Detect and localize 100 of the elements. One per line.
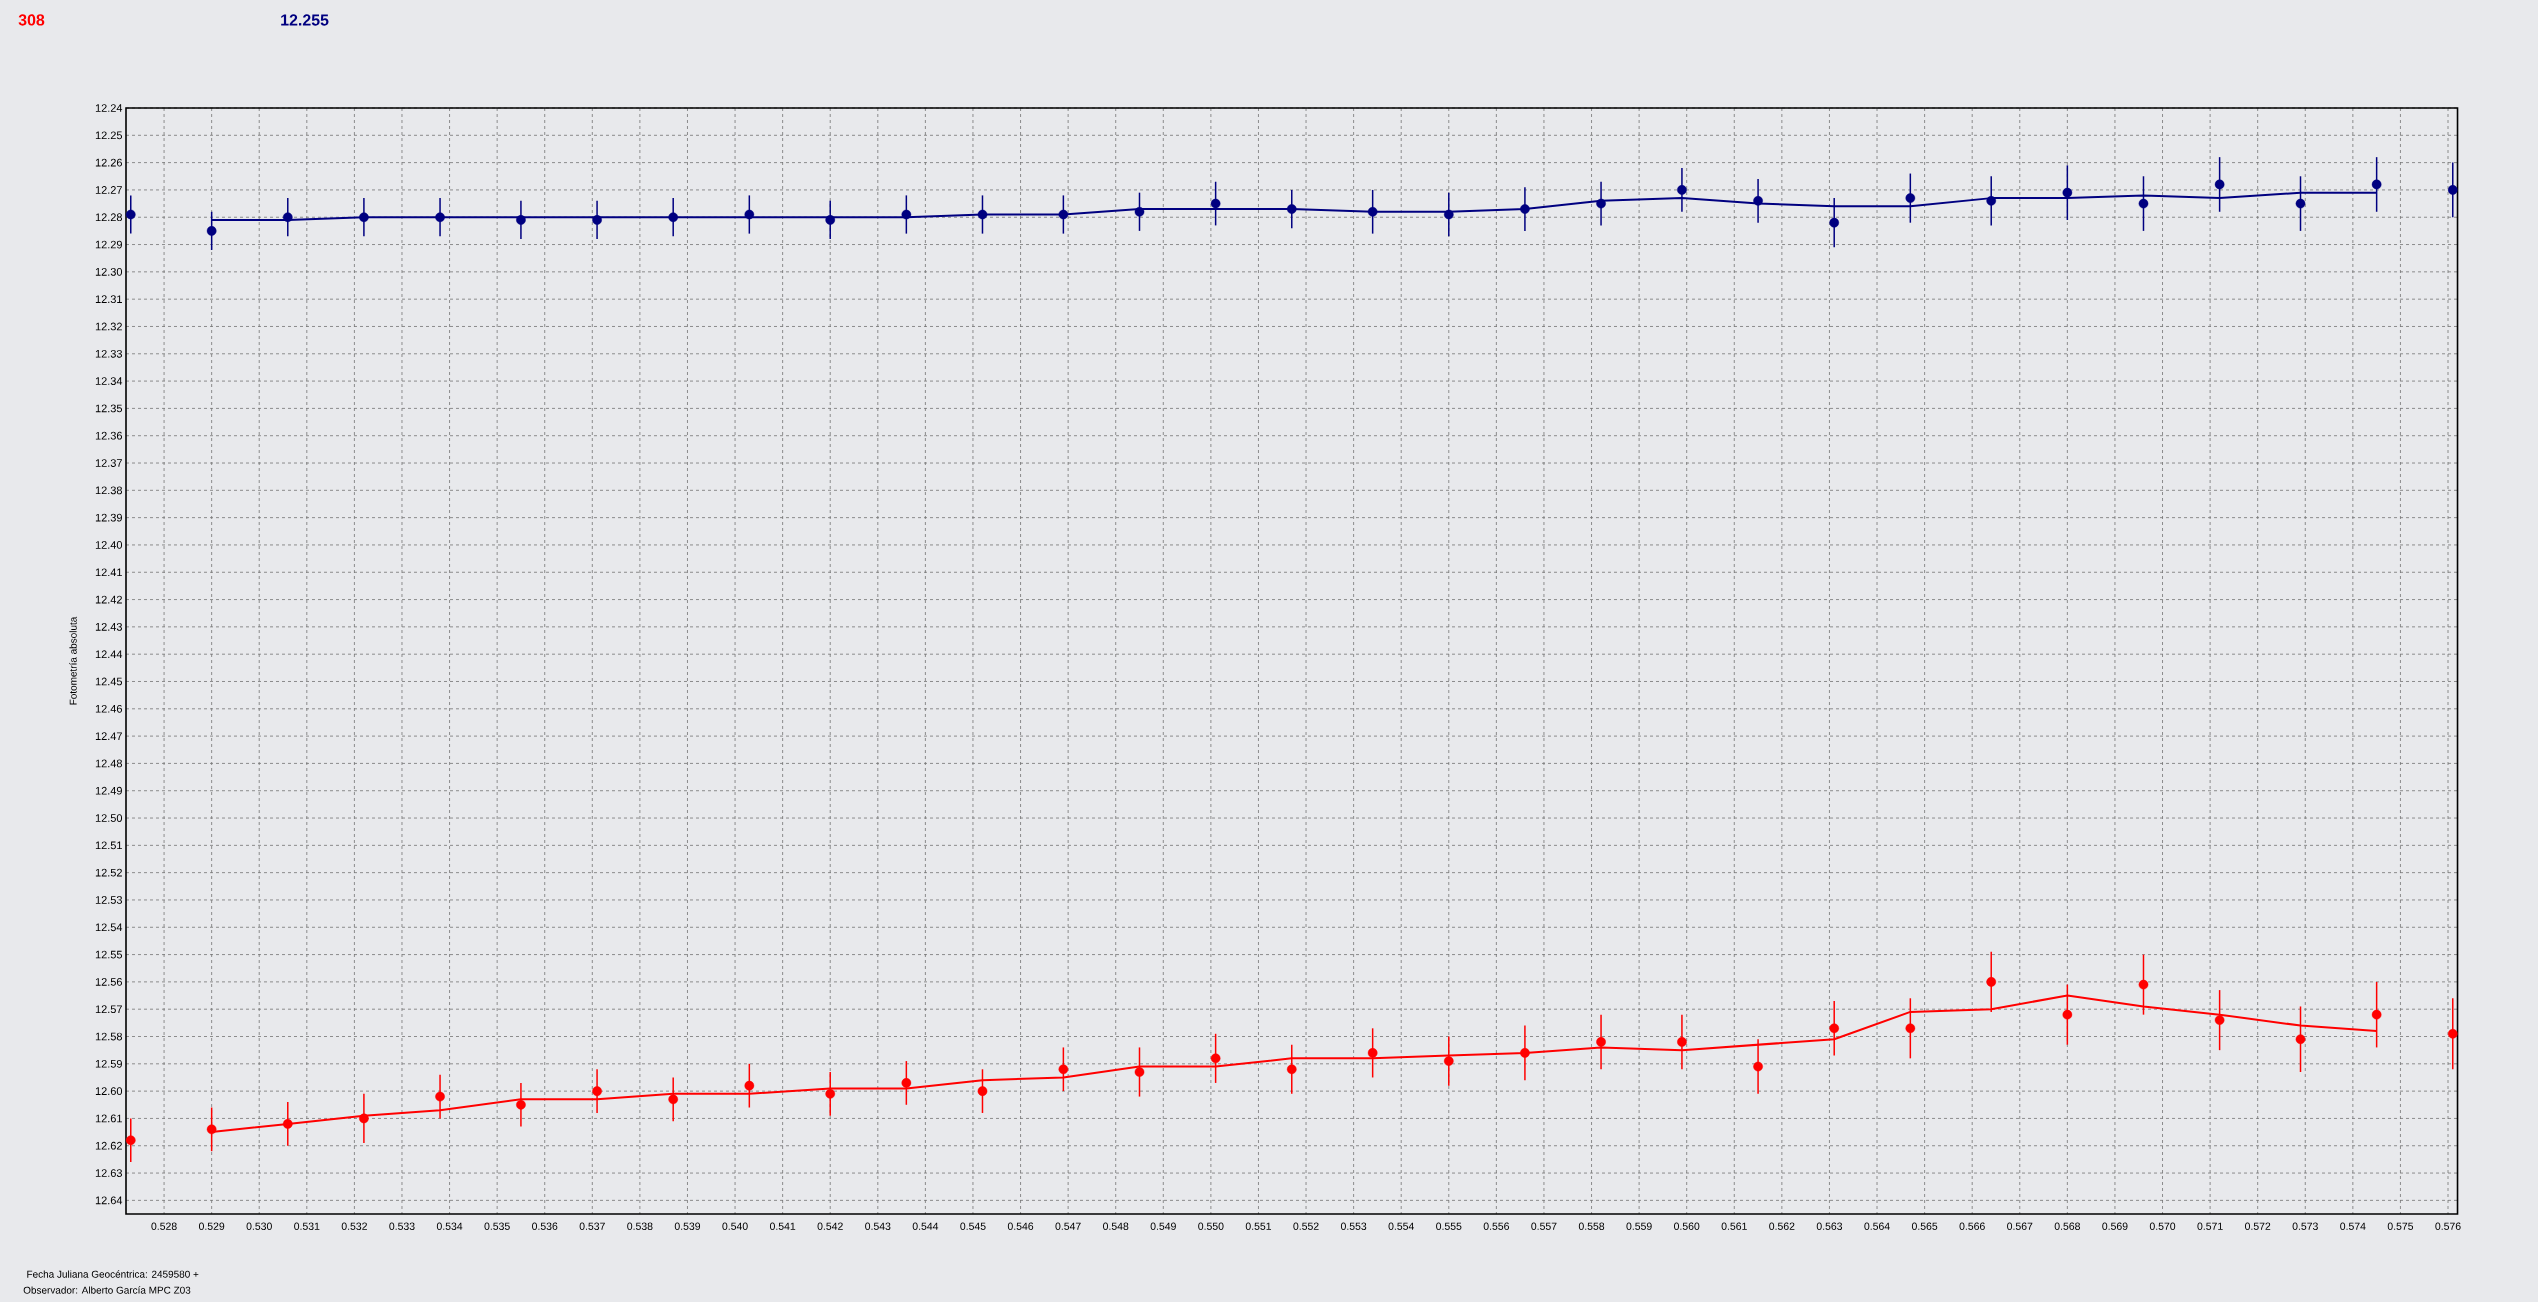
x-tick-label: 0.571 [2197, 1222, 2223, 1230]
y-tick-label: 12.57 [95, 1005, 122, 1014]
y-tick-label: 12.53 [95, 896, 122, 904]
point [2371, 1009, 2382, 1020]
point [1677, 1037, 1687, 1047]
y-tick-label: 12.43 [95, 623, 122, 631]
x-tick-label: 0.560 [1674, 1222, 1700, 1230]
point [1677, 185, 1687, 195]
x-tick-label: 0.563 [1816, 1222, 1843, 1230]
point [1443, 209, 1454, 220]
point [2295, 1034, 2306, 1045]
point [1210, 198, 1221, 209]
x-tick-label: 0.529 [198, 1222, 225, 1230]
y-tick-label: 12.36 [95, 431, 122, 440]
y-tick-label: 12.44 [95, 650, 123, 659]
x-tick-label: 0.557 [1531, 1222, 1557, 1230]
y-tick-label: 12.28 [95, 213, 122, 222]
x-tick-label: 0.541 [769, 1222, 796, 1230]
point [825, 1089, 836, 1099]
x-tick-label: 0.534 [436, 1222, 463, 1230]
point [2447, 185, 2458, 195]
y-tick-label: 12.58 [95, 1032, 122, 1041]
x-tick-label: 0.559 [1626, 1222, 1652, 1230]
point [1596, 198, 1606, 209]
point [1367, 206, 1378, 217]
y-tick-label: 12.50 [95, 814, 123, 822]
y-tick-label: 12.46 [95, 704, 122, 713]
y-tick-label: 12.47 [95, 732, 122, 740]
x-tick-label: 0.532 [341, 1222, 367, 1230]
point [516, 215, 526, 225]
x-tick-label: 0.547 [1055, 1222, 1081, 1230]
y-tick-label: 12.38 [95, 486, 122, 495]
point [125, 1135, 136, 1146]
x-tick-label: 0.565 [1911, 1222, 1938, 1230]
y-tick-label: 12.31 [95, 295, 122, 304]
point [1058, 1064, 1069, 1075]
x-tick-label: 0.537 [579, 1222, 605, 1230]
y-tick-label: 12.64 [95, 1196, 123, 1205]
x-tick-label: 0.545 [960, 1222, 986, 1230]
point [1286, 1064, 1297, 1075]
y-tick-label: 12.27 [95, 186, 122, 194]
y-tick-label: 12.60 [95, 1087, 123, 1096]
point [435, 212, 445, 223]
x-tick-label: 0.556 [1483, 1222, 1509, 1230]
point [901, 1078, 912, 1088]
x-tick-label: 0.562 [1769, 1222, 1795, 1230]
point [744, 1080, 755, 1091]
y-tick-label: 12.51 [95, 841, 122, 850]
y-tick-label: 12.62 [95, 1141, 122, 1150]
y-tick-label: 12.34 [95, 377, 123, 385]
point [516, 1099, 526, 1110]
x-tick-label: 0.553 [1340, 1222, 1367, 1230]
y-tick-label: 12.35 [95, 404, 123, 413]
y-tick-label: 12.61 [95, 1114, 122, 1123]
point [1905, 1023, 1916, 1034]
y-tick-label: 12.59 [95, 1059, 122, 1068]
x-tick-label: 0.538 [627, 1222, 653, 1230]
x-tick-label: 0.544 [912, 1222, 939, 1230]
x-tick-label: 0.528 [151, 1222, 177, 1230]
y-tick-label: 12.33 [95, 349, 122, 358]
y-tick-label: 12.63 [95, 1169, 122, 1177]
y-tick-label: 12.26 [95, 158, 122, 167]
x-tick-label: 0.536 [532, 1222, 558, 1230]
text: 12.255 [281, 14, 329, 26]
point [2062, 187, 2073, 198]
x-tick-label: 0.567 [2007, 1222, 2033, 1230]
point [668, 1094, 678, 1105]
point [2295, 198, 2306, 209]
point [825, 215, 836, 225]
point [206, 226, 217, 236]
x-tick-label: 0.549 [1150, 1222, 1176, 1230]
x-tick-label: 0.542 [817, 1222, 843, 1230]
point [1753, 196, 1763, 206]
y-tick-label: 12.25 [95, 131, 123, 140]
point [977, 1086, 988, 1096]
x-axis-title: Fecha Juliana Geocéntrica: 2459580 + [27, 1270, 199, 1278]
point [125, 209, 136, 220]
point [592, 215, 602, 225]
x-tick-label: 0.551 [1245, 1222, 1272, 1230]
x-tick-label: 0.568 [2054, 1222, 2080, 1230]
point [2062, 1009, 2073, 1020]
point [1829, 217, 1839, 228]
x-tick-label: 0.572 [2245, 1222, 2271, 1230]
y-tick-label: 12.32 [95, 322, 122, 331]
point [1986, 977, 1997, 987]
y-tick-label: 12.39 [95, 513, 122, 522]
x-tick-label: 0.564 [1864, 1222, 1890, 1230]
x-tick-label: 0.566 [1959, 1222, 1985, 1230]
x-tick-label: 0.575 [2387, 1222, 2414, 1230]
y-tick-label: 12.29 [95, 240, 122, 249]
point [435, 1091, 445, 1102]
x-tick-label: 0.573 [2292, 1222, 2318, 1230]
point [901, 209, 912, 220]
point [1520, 1048, 1530, 1058]
x-tick-label: 0.546 [1007, 1222, 1034, 1230]
y-tick-label: 12.54 [95, 923, 123, 932]
y-tick-label: 12.49 [95, 786, 122, 795]
y-tick-label: 12.41 [95, 568, 122, 577]
point [977, 209, 988, 220]
x-tick-label: 0.540 [722, 1222, 748, 1230]
